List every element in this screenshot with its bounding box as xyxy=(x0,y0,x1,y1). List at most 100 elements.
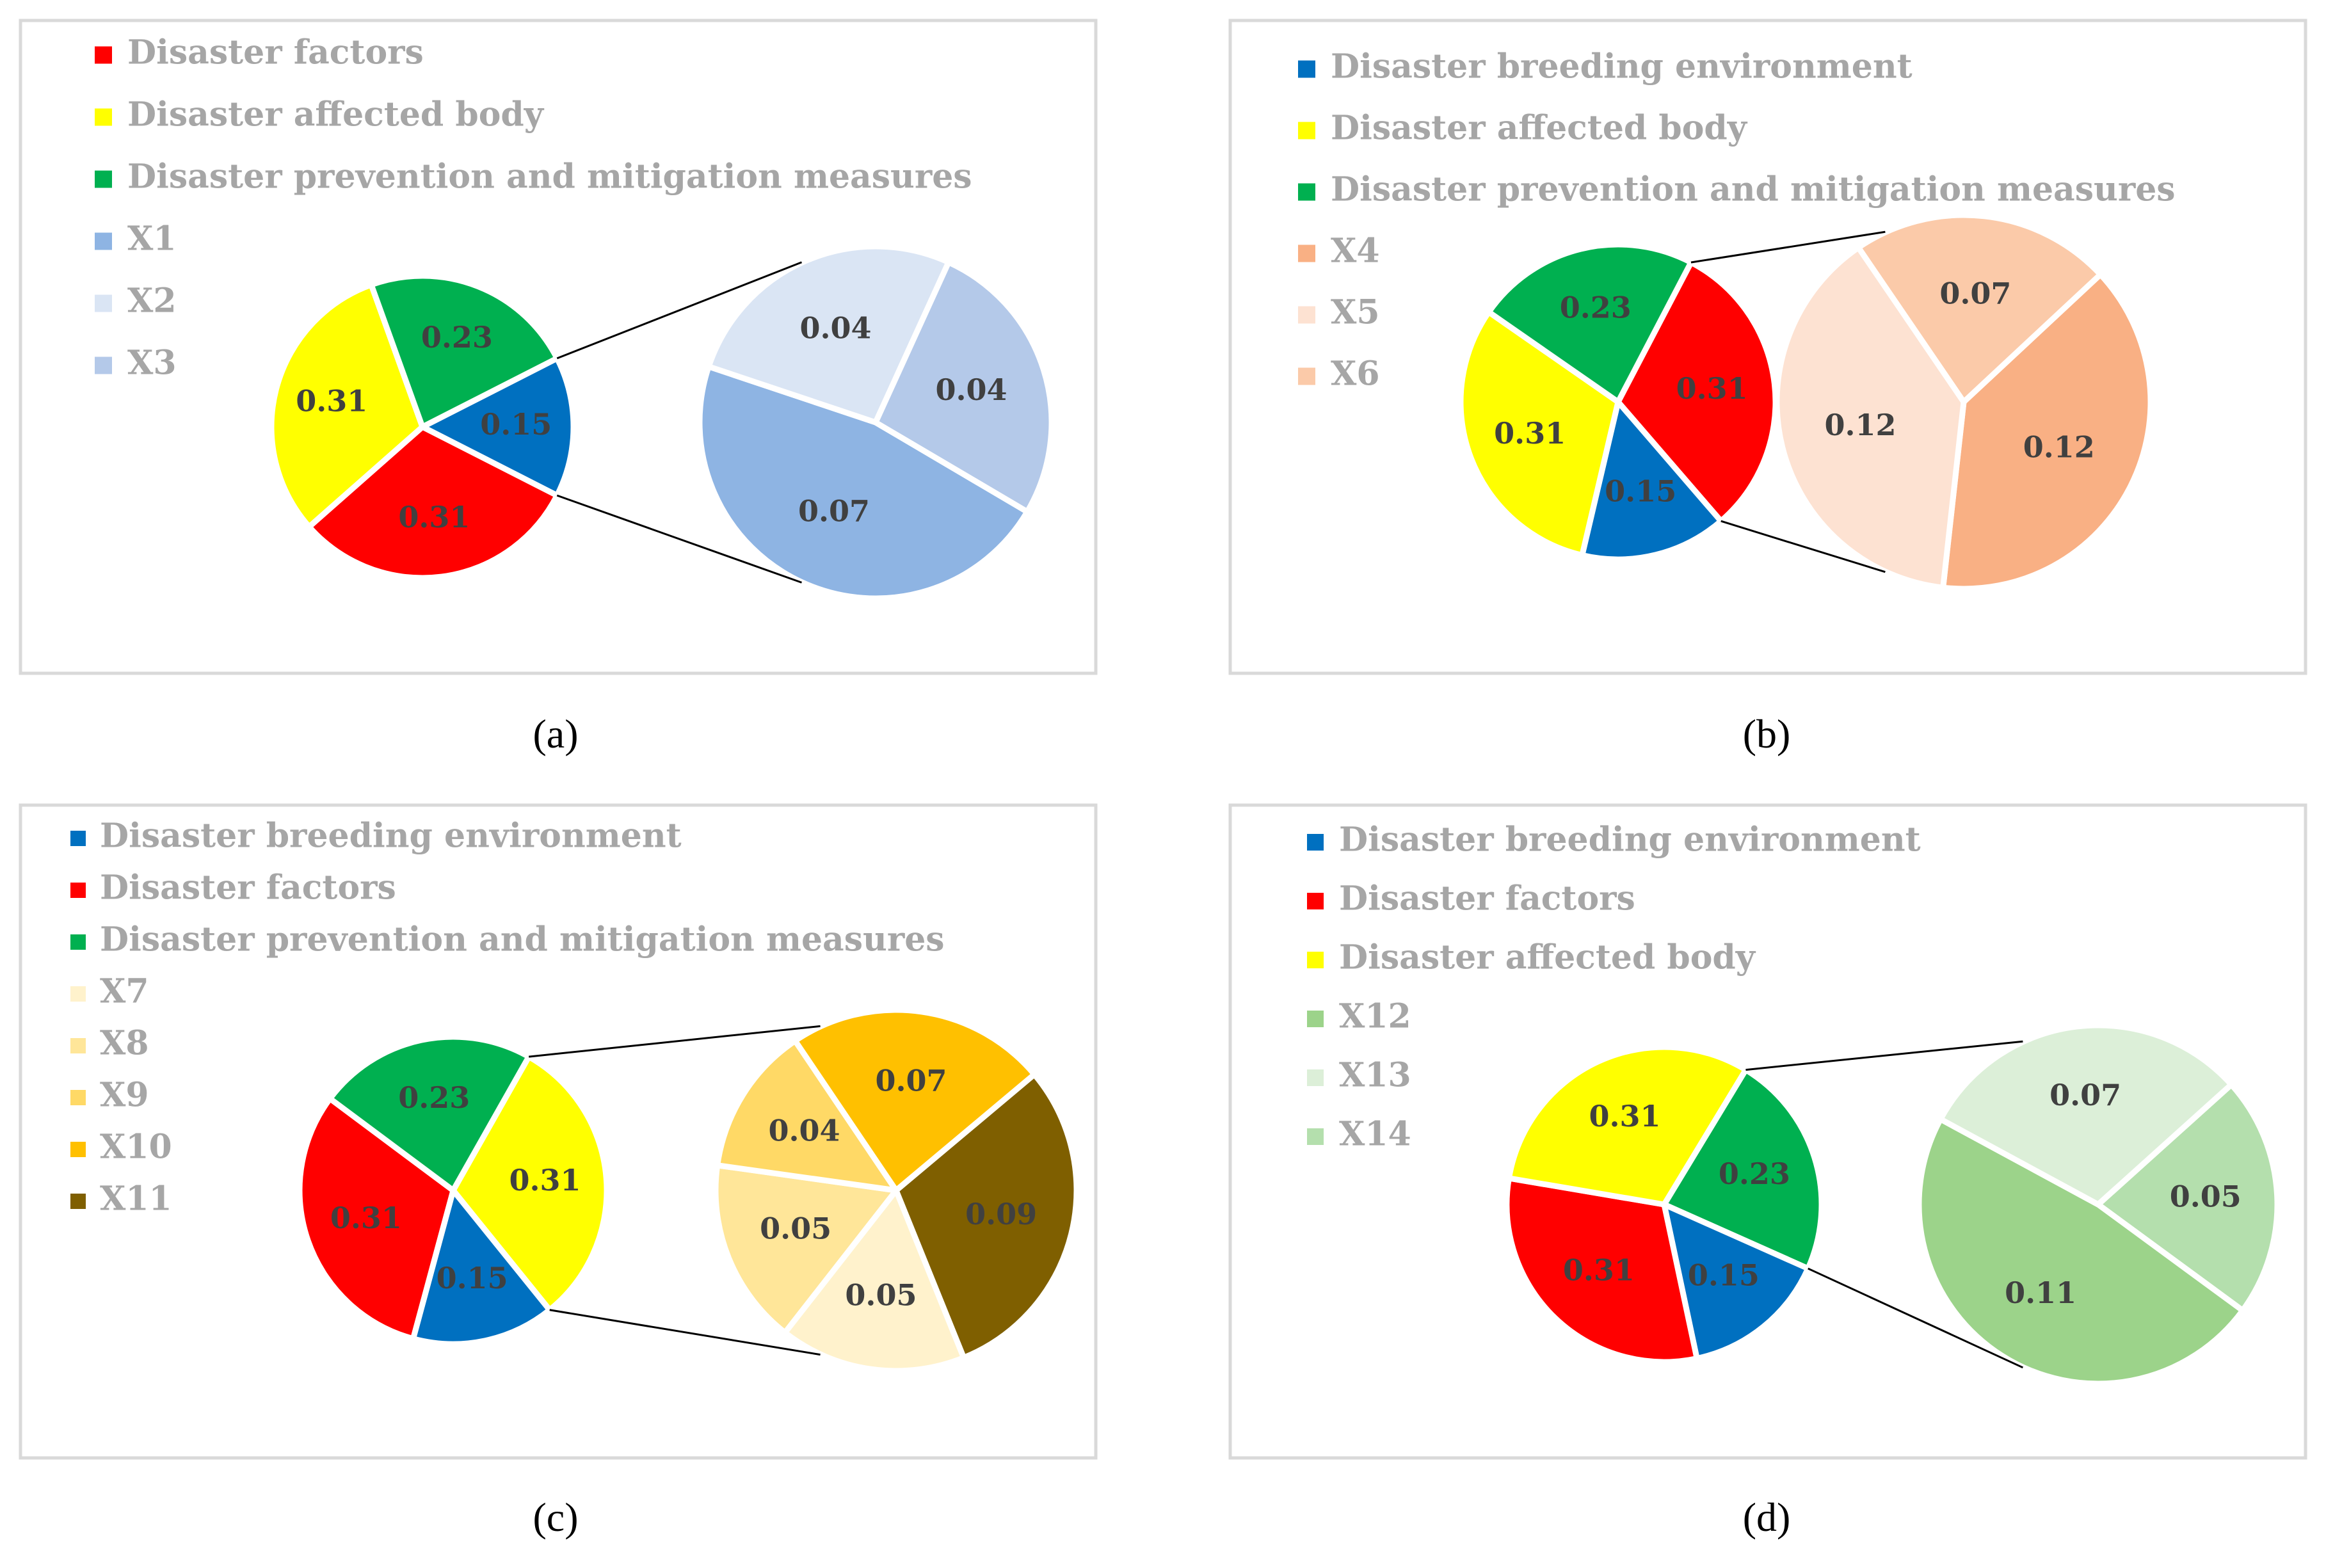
secondary-pie-label-x12: 0.11 xyxy=(2005,1276,2076,1310)
main-pie-label-disaster-breeding-environment: 0.15 xyxy=(437,1261,508,1295)
connector-line-top xyxy=(529,1025,821,1058)
legend-swatch-x3 xyxy=(95,356,112,374)
legend-label-x13: X13 xyxy=(1339,1056,1411,1095)
main-pie-label-disaster-affected-body: 0.31 xyxy=(1494,416,1566,451)
secondary-pie-label-x7: 0.05 xyxy=(845,1278,917,1313)
legend-swatch-disaster-factors xyxy=(1307,893,1324,909)
secondary-pie-slice-x12 xyxy=(1916,1116,2246,1387)
panel-caption: (d) xyxy=(1743,1494,1791,1540)
legend-swatch-disaster-breeding-environment xyxy=(1307,834,1324,851)
main-pie-label-disaster-prevention-and-mitigation-measures: 0.23 xyxy=(1560,291,1632,325)
legend-label-disaster-prevention-and-mitigation-measures: Disaster prevention and mitigation measu… xyxy=(127,157,972,196)
main-pie-slice-disaster-affected-body xyxy=(450,1053,610,1313)
secondary-pie-label-x2: 0.04 xyxy=(799,310,871,345)
legend-label-disaster-breeding-environment: Disaster breeding environment xyxy=(1339,820,1921,860)
main-pie-slice-disaster-affected-body xyxy=(1457,309,1621,558)
main-pie-slice-disaster-breeding-environment xyxy=(419,355,577,499)
legend-swatch-disaster-factors xyxy=(70,883,86,898)
legend-swatch-disaster-affected-body xyxy=(1307,952,1324,968)
legend-label-disaster-factors: Disaster factors xyxy=(1339,879,1635,918)
legend-label-x12: X12 xyxy=(1339,997,1411,1036)
secondary-pie-label-x5: 0.12 xyxy=(1824,408,1896,442)
main-pie-slice-disaster-factors xyxy=(1504,1175,1700,1365)
secondary-pie-label-x14: 0.05 xyxy=(2170,1180,2242,1214)
main-pie-label-disaster-prevention-and-mitigation-measures: 0.23 xyxy=(398,1080,470,1115)
secondary-pie-label-x13: 0.07 xyxy=(2049,1078,2121,1112)
legend-label-x10: X10 xyxy=(100,1128,172,1167)
secondary-pie-slice-x7 xyxy=(782,1187,967,1374)
secondary-pie-slice-x3 xyxy=(872,259,1055,515)
chart-panel-b: Disaster breeding environment Disaster af… xyxy=(1228,19,2307,756)
main-pie-label-disaster-prevention-and-mitigation-measures: 0.23 xyxy=(421,320,493,355)
secondary-pie-slice-x1 xyxy=(696,364,1031,602)
secondary-pie-slice-x6 xyxy=(1855,212,2104,405)
secondary-pie-label-x4: 0.12 xyxy=(2023,430,2095,465)
panel-caption: (b) xyxy=(1743,711,1791,756)
connector-line-top xyxy=(1690,230,1886,264)
main-pie-label-disaster-affected-body: 0.31 xyxy=(509,1163,581,1197)
legend-label-x3: X3 xyxy=(127,344,177,383)
legend-label-disaster-breeding-environment: Disaster breeding environment xyxy=(100,817,682,856)
legend-label-x6: X6 xyxy=(1331,355,1380,394)
main-pie-slice-disaster-breeding-environment xyxy=(410,1187,553,1347)
secondary-pie-slice-x10 xyxy=(792,1007,1038,1194)
legend-label-x8: X8 xyxy=(100,1024,149,1063)
secondary-pie-slice-x2 xyxy=(705,243,952,426)
legend-label-disaster-affected-body: Disaster affected body xyxy=(1339,938,1756,977)
connector-line-bottom xyxy=(1808,1267,2024,1369)
main-pie-label-disaster-factors: 0.31 xyxy=(330,1201,402,1235)
legend-label-disaster-affected-body: Disaster affected body xyxy=(1331,109,1748,148)
main-pie-label-disaster-prevention-and-mitigation-measures: 0.23 xyxy=(1719,1156,1790,1191)
main-pie-slice-disaster-affected-body xyxy=(1505,1044,1749,1208)
secondary-pie-label-x8: 0.05 xyxy=(760,1211,831,1245)
legend-swatch-disaster-breeding-environment xyxy=(1298,60,1315,78)
connector-line-bottom xyxy=(1720,520,1886,573)
legend-swatch-x8 xyxy=(70,1038,86,1053)
legend-swatch-disaster-prevention-and-mitigation-measures xyxy=(1298,183,1315,201)
legend-label-x5: X5 xyxy=(1331,293,1380,332)
legend-swatch-disaster-affected-body xyxy=(95,108,112,126)
legend-swatch-disaster-prevention-and-mitigation-measures xyxy=(95,170,112,188)
main-pie-slice-disaster-breeding-environment xyxy=(1579,399,1724,563)
legend-swatch-x11 xyxy=(70,1194,86,1209)
main-pie-slice-disaster-affected-body xyxy=(268,282,426,530)
secondary-pie-label-x10: 0.07 xyxy=(876,1063,947,1098)
legend-label-x2: X2 xyxy=(127,282,177,321)
legend-swatch-disaster-breeding-environment xyxy=(70,831,86,846)
legend-label-disaster-prevention-and-mitigation-measures: Disaster prevention and mitigation measu… xyxy=(1331,170,2176,209)
main-pie-slice-disaster-factors xyxy=(306,424,560,581)
secondary-pie-slice-x13 xyxy=(1937,1022,2234,1208)
legend-swatch-x14 xyxy=(1307,1128,1324,1145)
legend-swatch-x13 xyxy=(1307,1069,1324,1086)
secondary-pie-label-x3: 0.04 xyxy=(935,372,1007,407)
legend-swatch-x1 xyxy=(95,232,112,250)
connector-line-top xyxy=(556,261,803,360)
panel-caption: (c) xyxy=(533,1494,578,1540)
secondary-pie-label-x1: 0.07 xyxy=(798,494,870,529)
secondary-pie-label-x11: 0.09 xyxy=(965,1197,1037,1231)
main-pie-label-disaster-breeding-environment: 0.15 xyxy=(480,407,552,442)
panel-caption: (a) xyxy=(533,711,578,756)
secondary-pie-slice-x4 xyxy=(1940,271,2154,592)
legend-swatch-x6 xyxy=(1298,367,1315,385)
connector-line-top xyxy=(1745,1040,2023,1071)
legend-swatch-disaster-affected-body xyxy=(1298,122,1315,140)
legend-label-disaster-breeding-environment: Disaster breeding environment xyxy=(1331,47,1913,86)
legend-swatch-x2 xyxy=(95,294,112,312)
legend-label-x11: X11 xyxy=(100,1180,172,1219)
legend-swatch-x4 xyxy=(1298,244,1315,262)
legend-swatch-x9 xyxy=(70,1090,86,1105)
main-pie-slice-disaster-prevention-and-mitigation-measures xyxy=(1486,241,1694,405)
legend-swatch-x10 xyxy=(70,1142,86,1157)
legend-label-disaster-factors: Disaster factors xyxy=(127,33,424,72)
main-pie-label-disaster-breeding-environment: 0.15 xyxy=(1605,474,1676,508)
legend-label-disaster-affected-body: Disaster affected body xyxy=(127,95,545,134)
main-pie-label-disaster-affected-body: 0.31 xyxy=(296,384,367,419)
main-pie-label-disaster-affected-body: 0.31 xyxy=(1589,1099,1661,1133)
secondary-pie-slice-x9 xyxy=(714,1037,899,1194)
secondary-pie-slice-x11 xyxy=(893,1071,1080,1361)
legend-swatch-disaster-prevention-and-mitigation-measures xyxy=(70,934,86,950)
legend-label-x1: X1 xyxy=(127,220,177,259)
legend-label-disaster-factors: Disaster factors xyxy=(100,868,396,908)
